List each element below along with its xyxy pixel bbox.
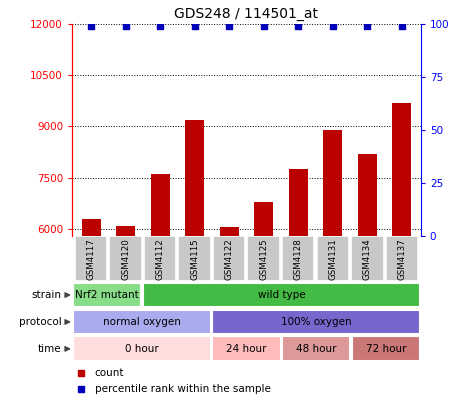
Bar [81,219,100,236]
Point [322,327,329,334]
Text: Nrf2 mutant: Nrf2 mutant [75,290,139,300]
Text: GSM4115: GSM4115 [190,238,199,280]
Point [398,23,405,29]
Bar [151,174,170,236]
Bar [116,226,135,236]
Point [87,23,95,29]
Text: GSM4112: GSM4112 [156,238,165,280]
Text: 72 hour: 72 hour [365,344,406,354]
Text: GSM4134: GSM4134 [363,238,372,280]
Point [260,23,267,29]
Bar [358,154,377,236]
FancyBboxPatch shape [142,283,420,307]
Text: 48 hour: 48 hour [296,344,337,354]
Bar [254,202,273,236]
FancyBboxPatch shape [351,236,384,281]
Text: protocol: protocol [19,317,61,327]
Text: percentile rank within the sample: percentile rank within the sample [95,384,271,394]
Point [322,182,329,188]
Bar [289,169,308,236]
Point [191,23,199,29]
FancyBboxPatch shape [212,310,420,334]
Point [294,23,302,29]
Point [122,23,129,29]
Point [156,23,164,29]
Text: GSM4131: GSM4131 [328,238,337,280]
Title: GDS248 / 114501_at: GDS248 / 114501_at [174,8,319,21]
Text: GSM4137: GSM4137 [397,238,406,280]
Text: GSM4122: GSM4122 [225,238,234,280]
Point [364,23,371,29]
Text: GSM4117: GSM4117 [86,238,96,280]
Text: GSM4128: GSM4128 [294,238,303,280]
FancyBboxPatch shape [144,236,176,281]
Bar [185,120,204,236]
FancyBboxPatch shape [109,236,142,281]
FancyBboxPatch shape [212,337,281,361]
FancyBboxPatch shape [282,236,314,281]
FancyBboxPatch shape [73,310,211,334]
FancyBboxPatch shape [73,337,211,361]
Text: GSM4125: GSM4125 [259,238,268,280]
FancyBboxPatch shape [317,236,349,281]
FancyBboxPatch shape [75,236,107,281]
Point [329,23,337,29]
Text: wild type: wild type [258,290,305,300]
FancyBboxPatch shape [213,236,246,281]
Bar [323,130,342,236]
FancyBboxPatch shape [352,337,420,361]
Text: normal oxygen: normal oxygen [103,317,181,327]
FancyBboxPatch shape [179,236,211,281]
FancyBboxPatch shape [247,236,280,281]
Text: 100% oxygen: 100% oxygen [281,317,352,327]
Text: time: time [38,344,61,354]
FancyBboxPatch shape [73,283,141,307]
FancyBboxPatch shape [385,236,418,281]
Text: GSM4120: GSM4120 [121,238,130,280]
Point [226,23,233,29]
Text: 0 hour: 0 hour [125,344,159,354]
Bar [392,103,412,236]
FancyBboxPatch shape [282,337,351,361]
Text: strain: strain [32,290,61,300]
Text: count: count [95,367,124,378]
Bar [219,227,239,236]
Text: 24 hour: 24 hour [226,344,267,354]
